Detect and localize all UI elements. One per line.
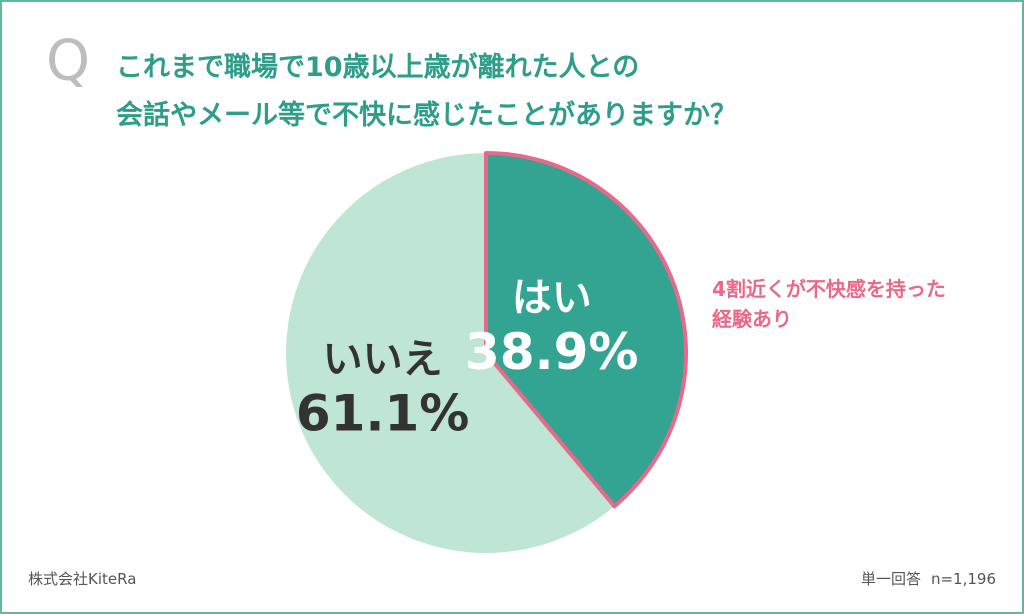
answer-type-label: 単一回答 [860,570,921,588]
chart-annotation: 4割近くが不快感を持った 経験あり [712,274,946,334]
question-title-line-2: 会話やメール等で不快に感じたことがありますか？ [116,100,737,131]
question-title-line-1: これまで職場で10歳以上歳が離れた人との [116,52,640,83]
annotation-line-2: 経験あり [712,307,792,331]
slice-value-label-0: 38.9% [465,323,638,381]
annotation-line-1: 4割近くが不快感を持った [712,277,946,301]
slice-category-label-0: はい [512,275,592,321]
question-mark-label: Q [46,29,91,94]
pie-slice-0 [484,151,689,509]
slice-value-label-1: 61.1% [296,385,469,443]
slice-category-label-1: いいえ [323,337,443,383]
source-credit: 株式会社KiteRa [28,570,137,588]
footer-meta: 単一回答 n=1,196 [861,568,996,589]
sample-size-label: n=1,196 [930,570,996,588]
pie-slice-1 [286,153,615,553]
question-title: これまで職場で10歳以上歳が離れた人との 会話やメール等で不快に感じたことがあり… [116,44,737,140]
